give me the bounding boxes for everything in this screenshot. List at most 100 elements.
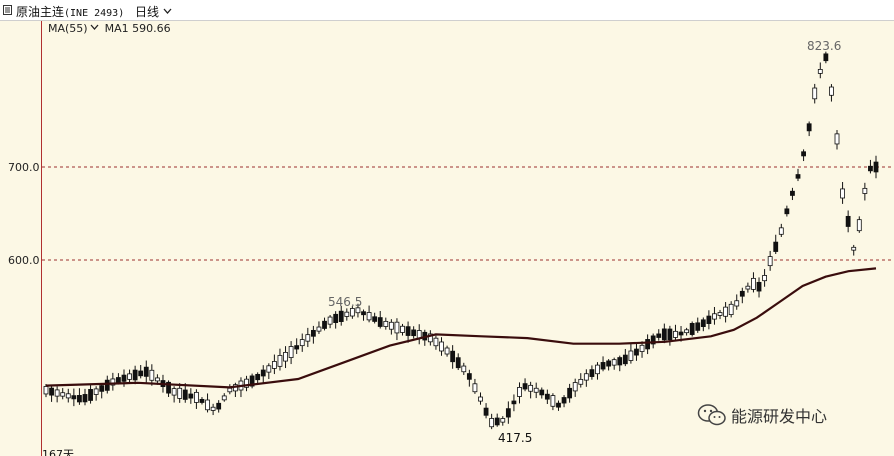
- candle-up: [288, 346, 294, 358]
- watermark: 能源研发中心: [697, 403, 827, 427]
- candle-up: [93, 388, 99, 395]
- candle-up: [762, 275, 767, 282]
- candle-down: [539, 389, 545, 396]
- candle-up: [717, 312, 723, 316]
- candle-down: [483, 407, 489, 416]
- candle-down: [166, 381, 171, 394]
- candle-up: [227, 387, 233, 393]
- candle-up: [550, 395, 556, 407]
- candle-down: [561, 397, 567, 404]
- candle-down: [700, 319, 706, 327]
- candle-down: [77, 395, 82, 403]
- candle-down: [634, 348, 639, 356]
- candle-up: [639, 344, 645, 352]
- candle-up: [427, 333, 433, 343]
- indicator-legend[interactable]: MA(55) MA1 590.66: [48, 22, 171, 35]
- candle-up: [54, 389, 60, 397]
- candle-up: [177, 387, 183, 399]
- candle-up: [812, 87, 818, 100]
- candle-up: [266, 365, 272, 373]
- candle-up: [778, 227, 784, 235]
- candle-down: [333, 313, 339, 324]
- y-tick-label: 700.0: [8, 161, 40, 174]
- candle-up: [355, 307, 361, 314]
- candle-down: [338, 310, 344, 322]
- y-tick-label: 600.0: [8, 254, 40, 267]
- candle-down: [706, 315, 712, 324]
- candle-up: [728, 303, 734, 315]
- candle-up: [394, 321, 400, 334]
- candle-up: [349, 308, 355, 317]
- document-icon[interactable]: [3, 5, 12, 15]
- candle-up: [43, 386, 49, 395]
- candle-up: [583, 373, 589, 381]
- indicator-value: MA1 590.66: [104, 22, 171, 35]
- candle-up: [388, 321, 394, 330]
- candle-down: [82, 394, 88, 403]
- candle-down: [294, 345, 300, 350]
- candle-down: [310, 329, 316, 337]
- candle-up: [840, 188, 845, 199]
- candle-up: [572, 382, 578, 392]
- candle-down: [756, 281, 762, 292]
- candle-up: [127, 373, 132, 380]
- candle-up: [461, 365, 467, 373]
- candle-up: [149, 369, 155, 381]
- candle-up: [244, 378, 249, 388]
- ma-line: [45, 267, 877, 389]
- candle-up: [834, 133, 840, 145]
- candle-down: [544, 393, 550, 400]
- candle-up: [299, 339, 305, 347]
- candle-up: [528, 384, 534, 392]
- chart-toolbar: 原油主连(INE 2493) 日线: [0, 0, 894, 21]
- candle-down: [661, 328, 667, 341]
- candle-down: [689, 323, 695, 335]
- candle-down: [556, 402, 561, 408]
- local-high-label: 546.5: [328, 295, 362, 309]
- candle-up: [712, 313, 717, 320]
- period-dropdown[interactable]: 日线: [135, 3, 172, 20]
- candle-up: [489, 418, 495, 428]
- symbol-title[interactable]: 原油主连(INE 2493): [16, 3, 124, 20]
- chevron-down-icon: [163, 8, 172, 14]
- candle-up: [734, 300, 740, 307]
- candle-down: [567, 387, 573, 399]
- candle-up: [817, 69, 823, 74]
- candle-down: [455, 357, 461, 369]
- price-chart[interactable]: 700.0 600.0 823.6 546.5 417.5 167天: [0, 21, 894, 456]
- candle-down: [71, 395, 77, 400]
- candle-down: [845, 215, 851, 227]
- candle-down: [795, 174, 801, 179]
- low-label: 417.5: [498, 431, 532, 445]
- candle-up: [533, 387, 539, 393]
- candle-up: [517, 387, 522, 397]
- candle-down: [511, 400, 517, 405]
- candle-down: [695, 322, 701, 331]
- candle-up: [205, 399, 210, 411]
- candle-down: [99, 385, 105, 392]
- candle-up: [745, 285, 751, 290]
- candle-up: [171, 388, 177, 396]
- candle-down: [801, 151, 806, 157]
- candle-up: [478, 396, 483, 402]
- candle-up: [316, 326, 322, 332]
- candle-down: [372, 316, 378, 322]
- candle-up: [366, 312, 372, 321]
- watermark-text: 能源研发中心: [731, 407, 828, 426]
- candle-up: [751, 277, 756, 290]
- candle-down: [622, 354, 628, 365]
- candle-up: [210, 406, 216, 411]
- candle-up: [283, 352, 288, 362]
- candle-up: [851, 246, 857, 251]
- wechat-icon: [697, 404, 726, 426]
- candle-up: [383, 320, 389, 327]
- candle-down: [600, 362, 606, 370]
- candle-down: [49, 387, 54, 396]
- candle-up: [155, 377, 160, 382]
- candle-up: [862, 187, 868, 194]
- candle-up: [472, 383, 478, 393]
- indicator-name: MA(55): [48, 22, 88, 35]
- candle-down: [322, 320, 327, 329]
- candle-down: [505, 408, 511, 418]
- candle-up: [327, 316, 333, 325]
